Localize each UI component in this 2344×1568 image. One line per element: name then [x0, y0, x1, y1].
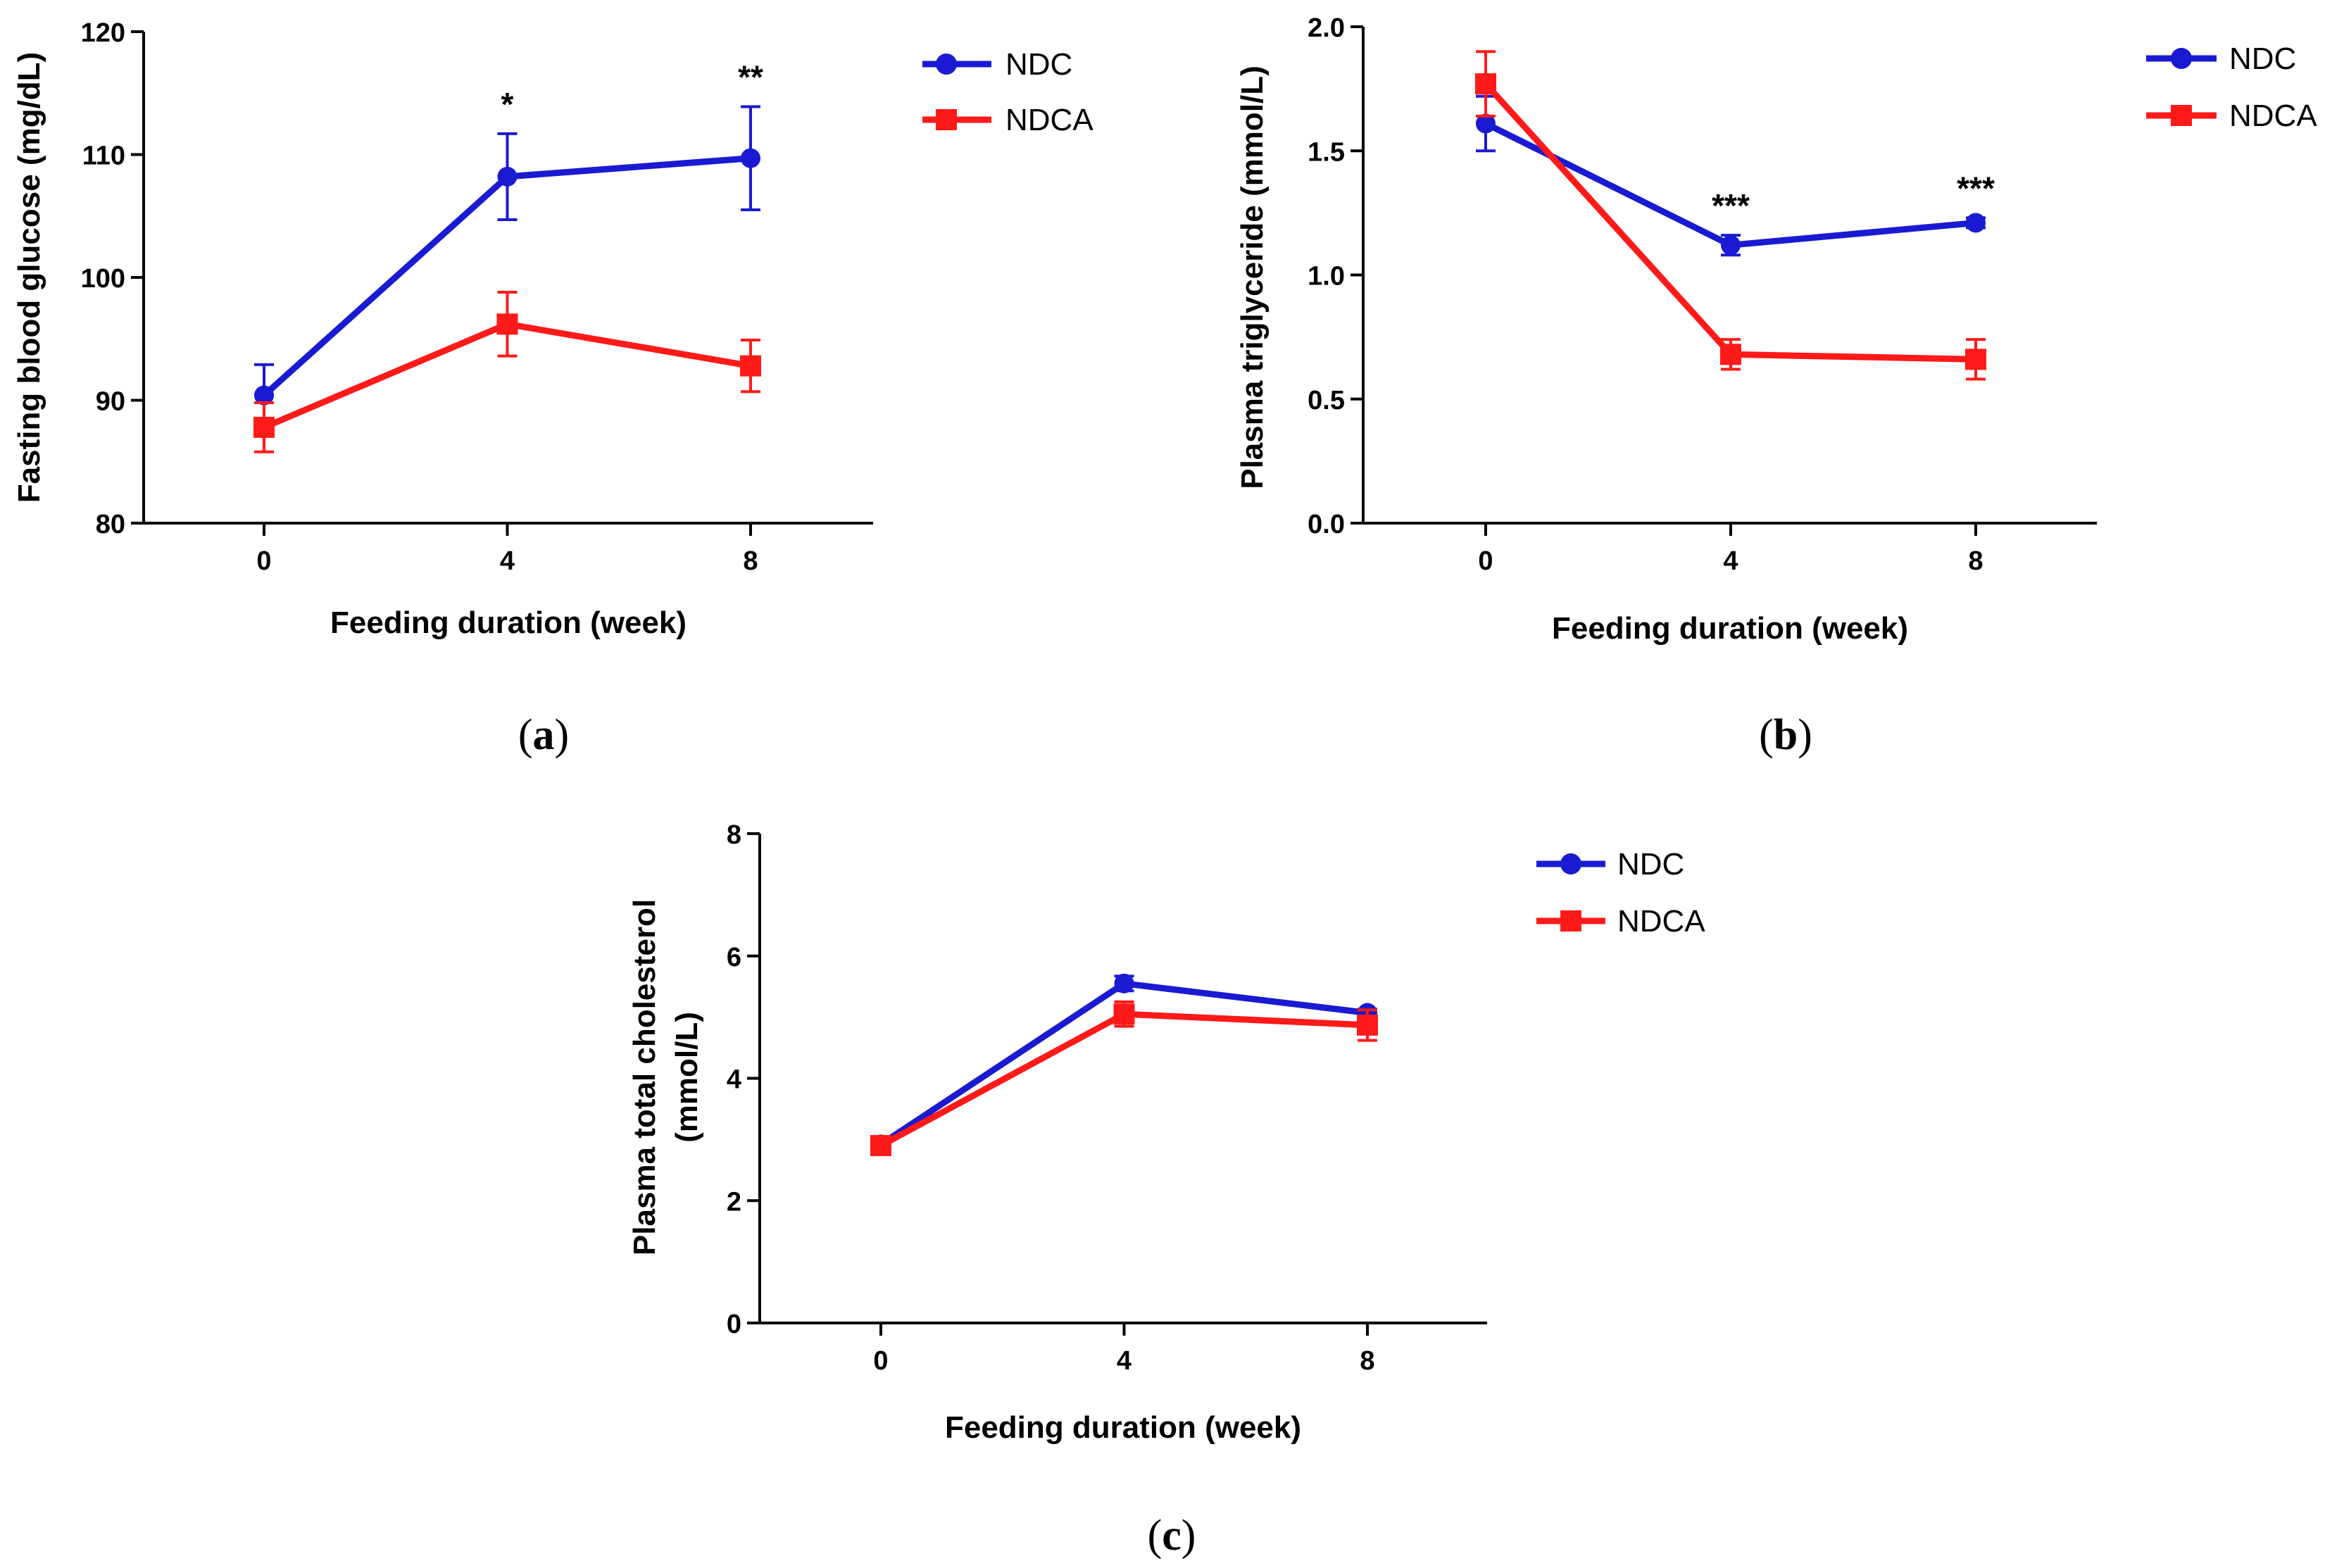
y-tick-label: 100 — [81, 264, 125, 294]
data-point — [1965, 349, 1986, 370]
y-tick-label: 6 — [727, 943, 741, 972]
series-ndca — [253, 290, 761, 453]
x-tick-label: 8 — [1968, 546, 1983, 576]
legend-label-ndca: NDCA — [2229, 99, 2317, 133]
legend-label-ndc: NDC — [1617, 847, 1684, 882]
y-tick-label: 80 — [96, 510, 125, 539]
y-tick-label: 0.5 — [1308, 386, 1345, 415]
data-point — [1113, 1003, 1135, 1025]
x-tick-label: 0 — [1478, 546, 1493, 576]
data-point — [1476, 113, 1496, 134]
legend: NDC NDCA — [2146, 42, 2317, 133]
x-tick-label: 8 — [743, 546, 758, 576]
legend-marker-ndca — [2171, 105, 2192, 126]
series-line-ndca — [879, 1010, 1368, 1149]
y-tick-label: 0 — [727, 1310, 741, 1339]
tick-layer: 0 2 4 6 8 0 4 8 — [727, 820, 1375, 1376]
series-layer — [1475, 50, 1986, 381]
significance-marker: * — [501, 86, 514, 123]
data-point — [1475, 73, 1496, 95]
panel-label-c: (c) — [1148, 1512, 1196, 1560]
panel-letter-c: c — [1162, 1512, 1182, 1560]
legend-label-ndca: NDCA — [1005, 103, 1093, 137]
significance-marker: ** — [738, 58, 763, 95]
data-point — [870, 1135, 891, 1157]
series-ndc — [254, 105, 760, 428]
data-point — [254, 385, 274, 406]
y-tick-label: 2 — [727, 1187, 741, 1217]
x-tick-label: 4 — [1117, 1346, 1132, 1376]
x-axis-label: Feeding duration (week) — [330, 606, 687, 640]
legend-marker-ndca — [1560, 910, 1581, 932]
data-point — [1720, 344, 1741, 365]
data-point — [496, 313, 518, 335]
y-axis-label: Plasma triglyceride (mmol/L) — [1235, 65, 1270, 489]
annotation-layer: *** — [501, 58, 763, 122]
y-axis-label: Plasma total cholesterol (mmol/L) — [627, 899, 704, 1255]
y-axis-label-line-2: (mmol/L) — [670, 1012, 704, 1143]
x-axis-label: Feeding duration (week) — [1552, 611, 1908, 646]
y-axis-label: Fasting blood glucose (mg/dL) — [12, 52, 46, 503]
x-tick-label: 4 — [1723, 546, 1738, 576]
x-axis-label: Feeding duration (week) — [945, 1410, 1301, 1445]
x-tick-label: 4 — [500, 546, 515, 576]
y-tick-label: 120 — [81, 18, 125, 48]
series-line-ndc — [1484, 120, 1976, 249]
series-layer — [870, 973, 1378, 1157]
series-ndca — [1475, 50, 1986, 381]
y-tick-label: 4 — [727, 1065, 741, 1095]
x-tick-label: 0 — [873, 1346, 888, 1376]
y-tick-label: 110 — [82, 142, 125, 171]
legend-marker-ndc — [1560, 853, 1581, 874]
series-ndc — [1476, 94, 1986, 257]
data-point — [497, 166, 518, 187]
tick-layer: 80 90 100 110 120 0 4 8 — [81, 18, 758, 576]
data-point — [741, 148, 760, 168]
significance-marker: *** — [1957, 170, 1995, 206]
y-axis-label-line-1: Plasma total cholesterol — [627, 899, 662, 1255]
y-tick-label: 2.0 — [1308, 13, 1345, 43]
panel-label-b: (b) — [1759, 711, 1812, 759]
y-tick-label: 90 — [96, 387, 125, 417]
legend-item-ndca: NDCA — [2146, 99, 2317, 133]
legend-marker-ndc — [936, 54, 957, 75]
data-point — [1114, 973, 1134, 993]
legend-item-ndca: NDCA — [922, 103, 1093, 137]
significance-marker: *** — [1712, 187, 1750, 224]
legend-label-ndca: NDCA — [1617, 904, 1705, 939]
series-ndca — [870, 1000, 1378, 1157]
legend: NDC NDCA — [1536, 847, 1705, 939]
legend-item-ndc: NDC — [2146, 42, 2296, 76]
y-tick-label: 8 — [727, 820, 741, 850]
annotation-layer: *** *** — [1712, 170, 1995, 224]
legend-item-ndc: NDC — [922, 47, 1072, 82]
panel-label-a: (a) — [518, 711, 569, 759]
legend-marker-ndca — [936, 109, 957, 130]
legend-label-ndc: NDC — [1005, 47, 1072, 82]
panel-letter-b: b — [1774, 711, 1798, 759]
data-point — [740, 355, 761, 377]
panel-letter-a: a — [533, 711, 555, 759]
x-tick-label: 8 — [1360, 1346, 1374, 1376]
data-point — [1357, 1014, 1378, 1036]
series-layer — [253, 105, 761, 453]
x-tick-label: 0 — [256, 546, 271, 576]
data-point — [253, 416, 275, 438]
y-tick-label: 0.0 — [1308, 510, 1345, 539]
data-point — [1966, 213, 1986, 233]
data-point — [1721, 235, 1741, 256]
legend-marker-ndc — [2171, 48, 2192, 69]
legend-label-ndc: NDC — [2229, 42, 2296, 76]
y-tick-label: 1.0 — [1308, 262, 1345, 291]
chart-panel-b: 0.0 0.5 1.0 1.5 2.0 0 4 8 *** *** Feeding durati… — [1235, 13, 2317, 759]
tick-layer: 0.0 0.5 1.0 1.5 2.0 0 4 8 — [1308, 13, 1983, 576]
legend-item-ndca: NDCA — [1536, 904, 1705, 939]
y-tick-label: 1.5 — [1308, 137, 1345, 167]
legend: NDC NDCA — [922, 47, 1093, 137]
chart-panel-c: 0 2 4 6 8 0 4 8 Feeding duration (week) Plasma … — [627, 820, 1705, 1560]
legend-item-ndc: NDC — [1536, 847, 1684, 882]
